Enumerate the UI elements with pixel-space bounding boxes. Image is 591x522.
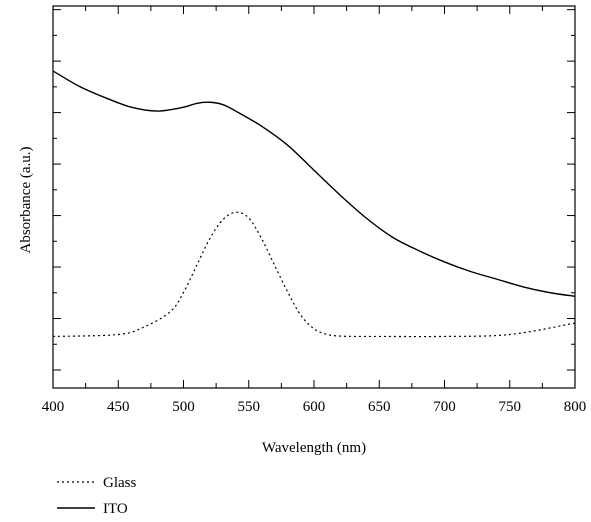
series-line-glass [52, 211, 576, 338]
x-tick-label: 400 [42, 399, 65, 415]
y-axis-title: Absorbance (a.u.) [18, 146, 34, 253]
axis-ticks [52, 6, 576, 388]
x-tick-label: 450 [107, 399, 130, 415]
legend-label-glass: Glass [103, 475, 136, 491]
plot-frame [52, 5, 576, 389]
x-tick-label: 750 [499, 399, 522, 415]
x-tick-label: 800 [564, 399, 587, 415]
legend-label-ito: ITO [103, 501, 128, 517]
x-tick-label: 600 [303, 399, 326, 415]
x-tick-label: 700 [433, 399, 456, 415]
legend: Glass ITO [57, 475, 136, 517]
x-tick-labels: 400 450 500 550 600 650 700 750 800 [42, 399, 587, 415]
series-layer [52, 70, 576, 338]
x-tick-label: 500 [172, 399, 195, 415]
x-axis-title: Wavelength (nm) [262, 440, 366, 456]
plot-area [52, 5, 576, 389]
series-line-ito [52, 70, 576, 298]
x-tick-label: 650 [368, 399, 391, 415]
x-tick-label: 550 [238, 399, 261, 415]
